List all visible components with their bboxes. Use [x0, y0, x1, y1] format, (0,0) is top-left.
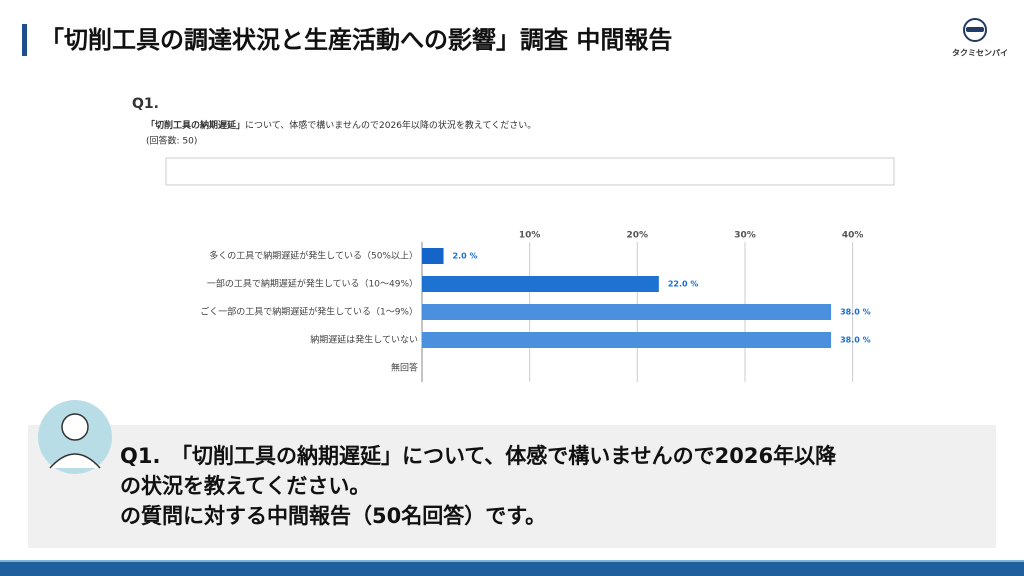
- y-tick-label: 一部の工具で納期遅延が発生している（10〜49%）: [207, 278, 418, 290]
- chart: 10% 20% 30% 40% 多くの工具で納期遅延が発生している（50%以上） 2.0 …: [200, 231, 871, 382]
- caption-line: の状況を教えてください。: [120, 474, 370, 498]
- y-tick-label: 無回答: [391, 362, 418, 374]
- bar: [422, 332, 832, 348]
- bar: [422, 304, 832, 320]
- x-tick-label: 40%: [842, 231, 864, 241]
- bar: [422, 276, 659, 292]
- footer-line: [0, 560, 1024, 562]
- x-tick-label: 10%: [519, 231, 541, 241]
- filter-box: [165, 157, 895, 186]
- y-tick-label: 多くの工具で納期遅延が発生している（50%以上）: [209, 250, 418, 262]
- logo-text: タクミセンパイ: [952, 48, 1008, 58]
- logo: タクミセンパイ: [952, 18, 1008, 58]
- x-tick-label: 20%: [627, 231, 649, 241]
- caption: Q1. 「切削工具の納期遅延」について、体感で構いませんので2026年以降の状況…: [120, 444, 837, 528]
- question-text: 「切削工具の納期遅延」について、体感で構いませんので2026年以降の状況を教えて…: [146, 119, 536, 131]
- value-label: 2.0 %: [453, 252, 478, 261]
- avatar-head: [61, 413, 89, 441]
- avatar: [38, 400, 112, 474]
- question-rest: について、体感で構いませんので2026年以降の状況を教えてください。: [245, 119, 536, 131]
- y-tick-label: 納期遅延は発生していない: [310, 334, 418, 346]
- slide-title: 「切削工具の調達状況と生産活動への影響」調査 中間報告: [40, 26, 672, 54]
- title-accent: [22, 24, 27, 56]
- x-tick-label: 30%: [734, 231, 756, 241]
- y-tick-label: ごく一部の工具で納期遅延が発生している（1〜9%）: [200, 306, 418, 318]
- question-bold: 「切削工具の納期遅延」: [146, 119, 245, 131]
- logo-glasses: [966, 27, 984, 32]
- footer-band: [0, 562, 1024, 576]
- value-label: 38.0 %: [840, 308, 871, 317]
- avatar-body: [49, 453, 101, 469]
- value-label: 22.0 %: [668, 280, 699, 289]
- caption-box: [28, 425, 996, 548]
- caption-line: Q1. 「切削工具の納期遅延」について、体感で構いませんので2026年以降: [120, 444, 837, 468]
- question-label: Q1.: [132, 96, 159, 112]
- response-count: (回答数: 50): [146, 135, 197, 147]
- caption-line: の質問に対する中間報告（50名回答）です。: [120, 504, 546, 528]
- value-label: 38.0 %: [840, 336, 871, 345]
- bar: [422, 248, 444, 264]
